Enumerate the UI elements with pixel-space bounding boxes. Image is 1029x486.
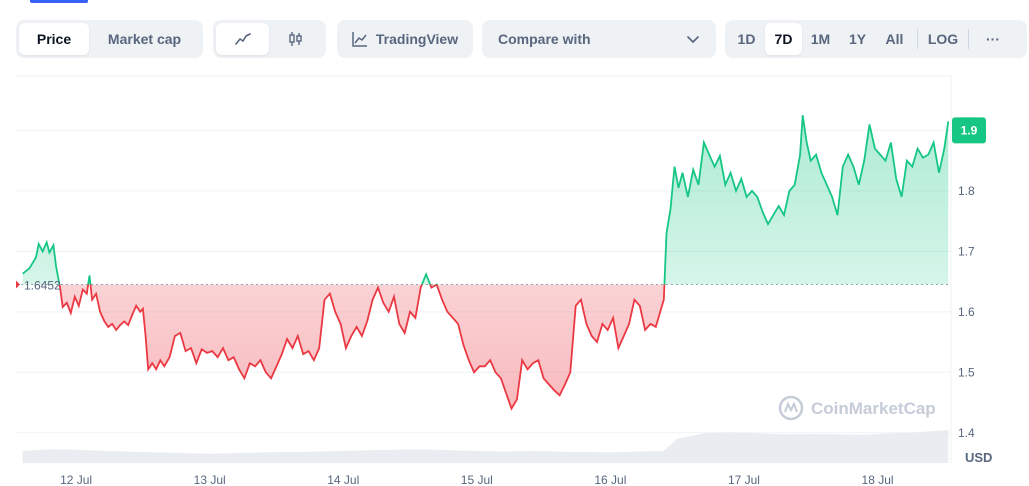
x-axis: 12 Jul 13 Jul 14 Jul 15 Jul 16 Jul 17 Jul 18 J…	[60, 473, 893, 486]
current-price-badge-bg	[952, 117, 986, 144]
price-line-up	[22, 115, 950, 285]
x-tick-label: 13 Jul	[194, 473, 226, 486]
chart-canvas: CoinMarketCap 1.8 1.7 1.6 1.5 1.4 12 Jul 13 J…	[16, 75, 992, 486]
current-price-label: 1.9	[961, 123, 978, 137]
toolbar-divider	[917, 29, 918, 49]
compare-label: Compare with	[498, 31, 591, 47]
line-chart-icon	[234, 33, 251, 45]
x-tick-label: 15 Jul	[461, 473, 493, 486]
range-1m-button[interactable]: 1M	[810, 31, 831, 47]
top-tab-indicator	[30, 0, 88, 3]
current-price-badge: 1.9	[952, 117, 986, 144]
y-tick-label: 1.6	[958, 305, 975, 319]
candlestick-button[interactable]	[269, 23, 322, 55]
reference-marker: 1.6452	[16, 278, 61, 292]
chart-type-toggle: Price Market cap	[16, 20, 203, 58]
y-tick-label: 1.8	[958, 184, 975, 198]
log-scale-button[interactable]: LOG	[927, 31, 959, 47]
coinmarketcap-logo-icon	[778, 395, 804, 421]
tradingview-button[interactable]: TradingView	[337, 20, 473, 58]
reference-value-label: 1.6452	[24, 278, 61, 292]
volume-bars	[22, 430, 949, 463]
price-chart[interactable]: CoinMarketCap 1.8 1.7 1.6 1.5 1.4 12 Jul 13 J…	[0, 70, 1029, 486]
price-tab[interactable]: Price	[19, 23, 89, 55]
compare-dropdown[interactable]: Compare with	[482, 20, 716, 58]
tradingview-label: TradingView	[375, 31, 459, 47]
y-tick-label: 1.4	[958, 426, 975, 440]
reference-arrow-icon	[16, 280, 20, 289]
y-axis: 1.8 1.7 1.6 1.5 1.4	[958, 184, 975, 440]
more-options-button[interactable]: ···	[986, 31, 1000, 47]
x-tick-label: 17 Jul	[728, 473, 760, 486]
watermark: CoinMarketCap	[778, 395, 936, 421]
chevron-down-icon	[687, 36, 699, 43]
currency-label: USD	[965, 450, 992, 465]
x-tick-label: 14 Jul	[327, 473, 359, 486]
x-tick-label: 12 Jul	[60, 473, 92, 486]
x-tick-label: 16 Jul	[594, 473, 626, 486]
range-1y-button[interactable]: 1Y	[848, 31, 867, 47]
volume-area	[22, 430, 949, 463]
chart-line-icon	[352, 32, 367, 47]
line-chart-button[interactable]	[216, 23, 269, 55]
range-1d-button[interactable]: 1D	[737, 31, 756, 47]
range-7d-button[interactable]: 7D	[765, 23, 802, 55]
chart-style-toggle	[213, 20, 326, 58]
time-range-toggle: 1D 7D 1M 1Y All LOG ···	[725, 20, 1027, 58]
price-line-down	[58, 284, 666, 411]
x-tick-label: 18 Jul	[862, 473, 894, 486]
candlestick-icon	[288, 32, 302, 46]
y-tick-label: 1.7	[958, 244, 975, 258]
area-below-reference	[22, 284, 949, 409]
area-above-reference	[22, 115, 949, 285]
market-cap-tab[interactable]: Market cap	[107, 31, 182, 47]
y-tick-label: 1.5	[958, 365, 975, 379]
toolbar-divider	[968, 29, 969, 49]
range-all-button[interactable]: All	[885, 31, 904, 47]
watermark-text: CoinMarketCap	[811, 399, 936, 418]
